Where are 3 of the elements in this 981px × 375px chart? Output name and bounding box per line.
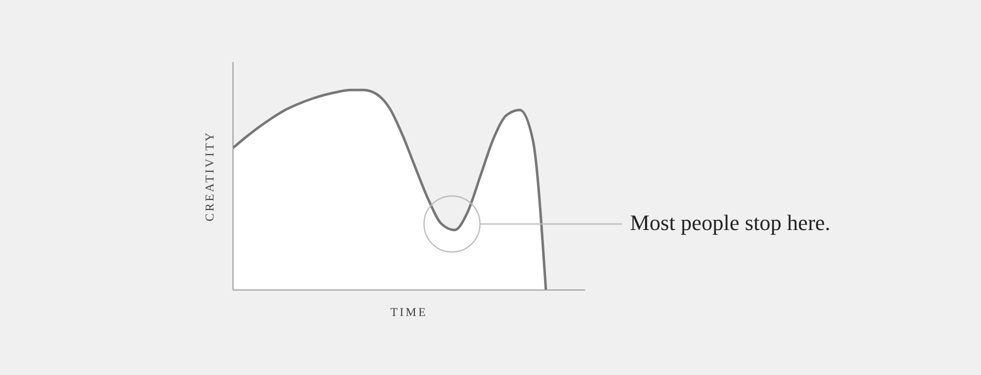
y-axis-title: CREATIVITY <box>202 130 218 222</box>
x-axis-title: TIME <box>389 305 429 320</box>
text: Most people stop here. <box>630 210 830 236</box>
